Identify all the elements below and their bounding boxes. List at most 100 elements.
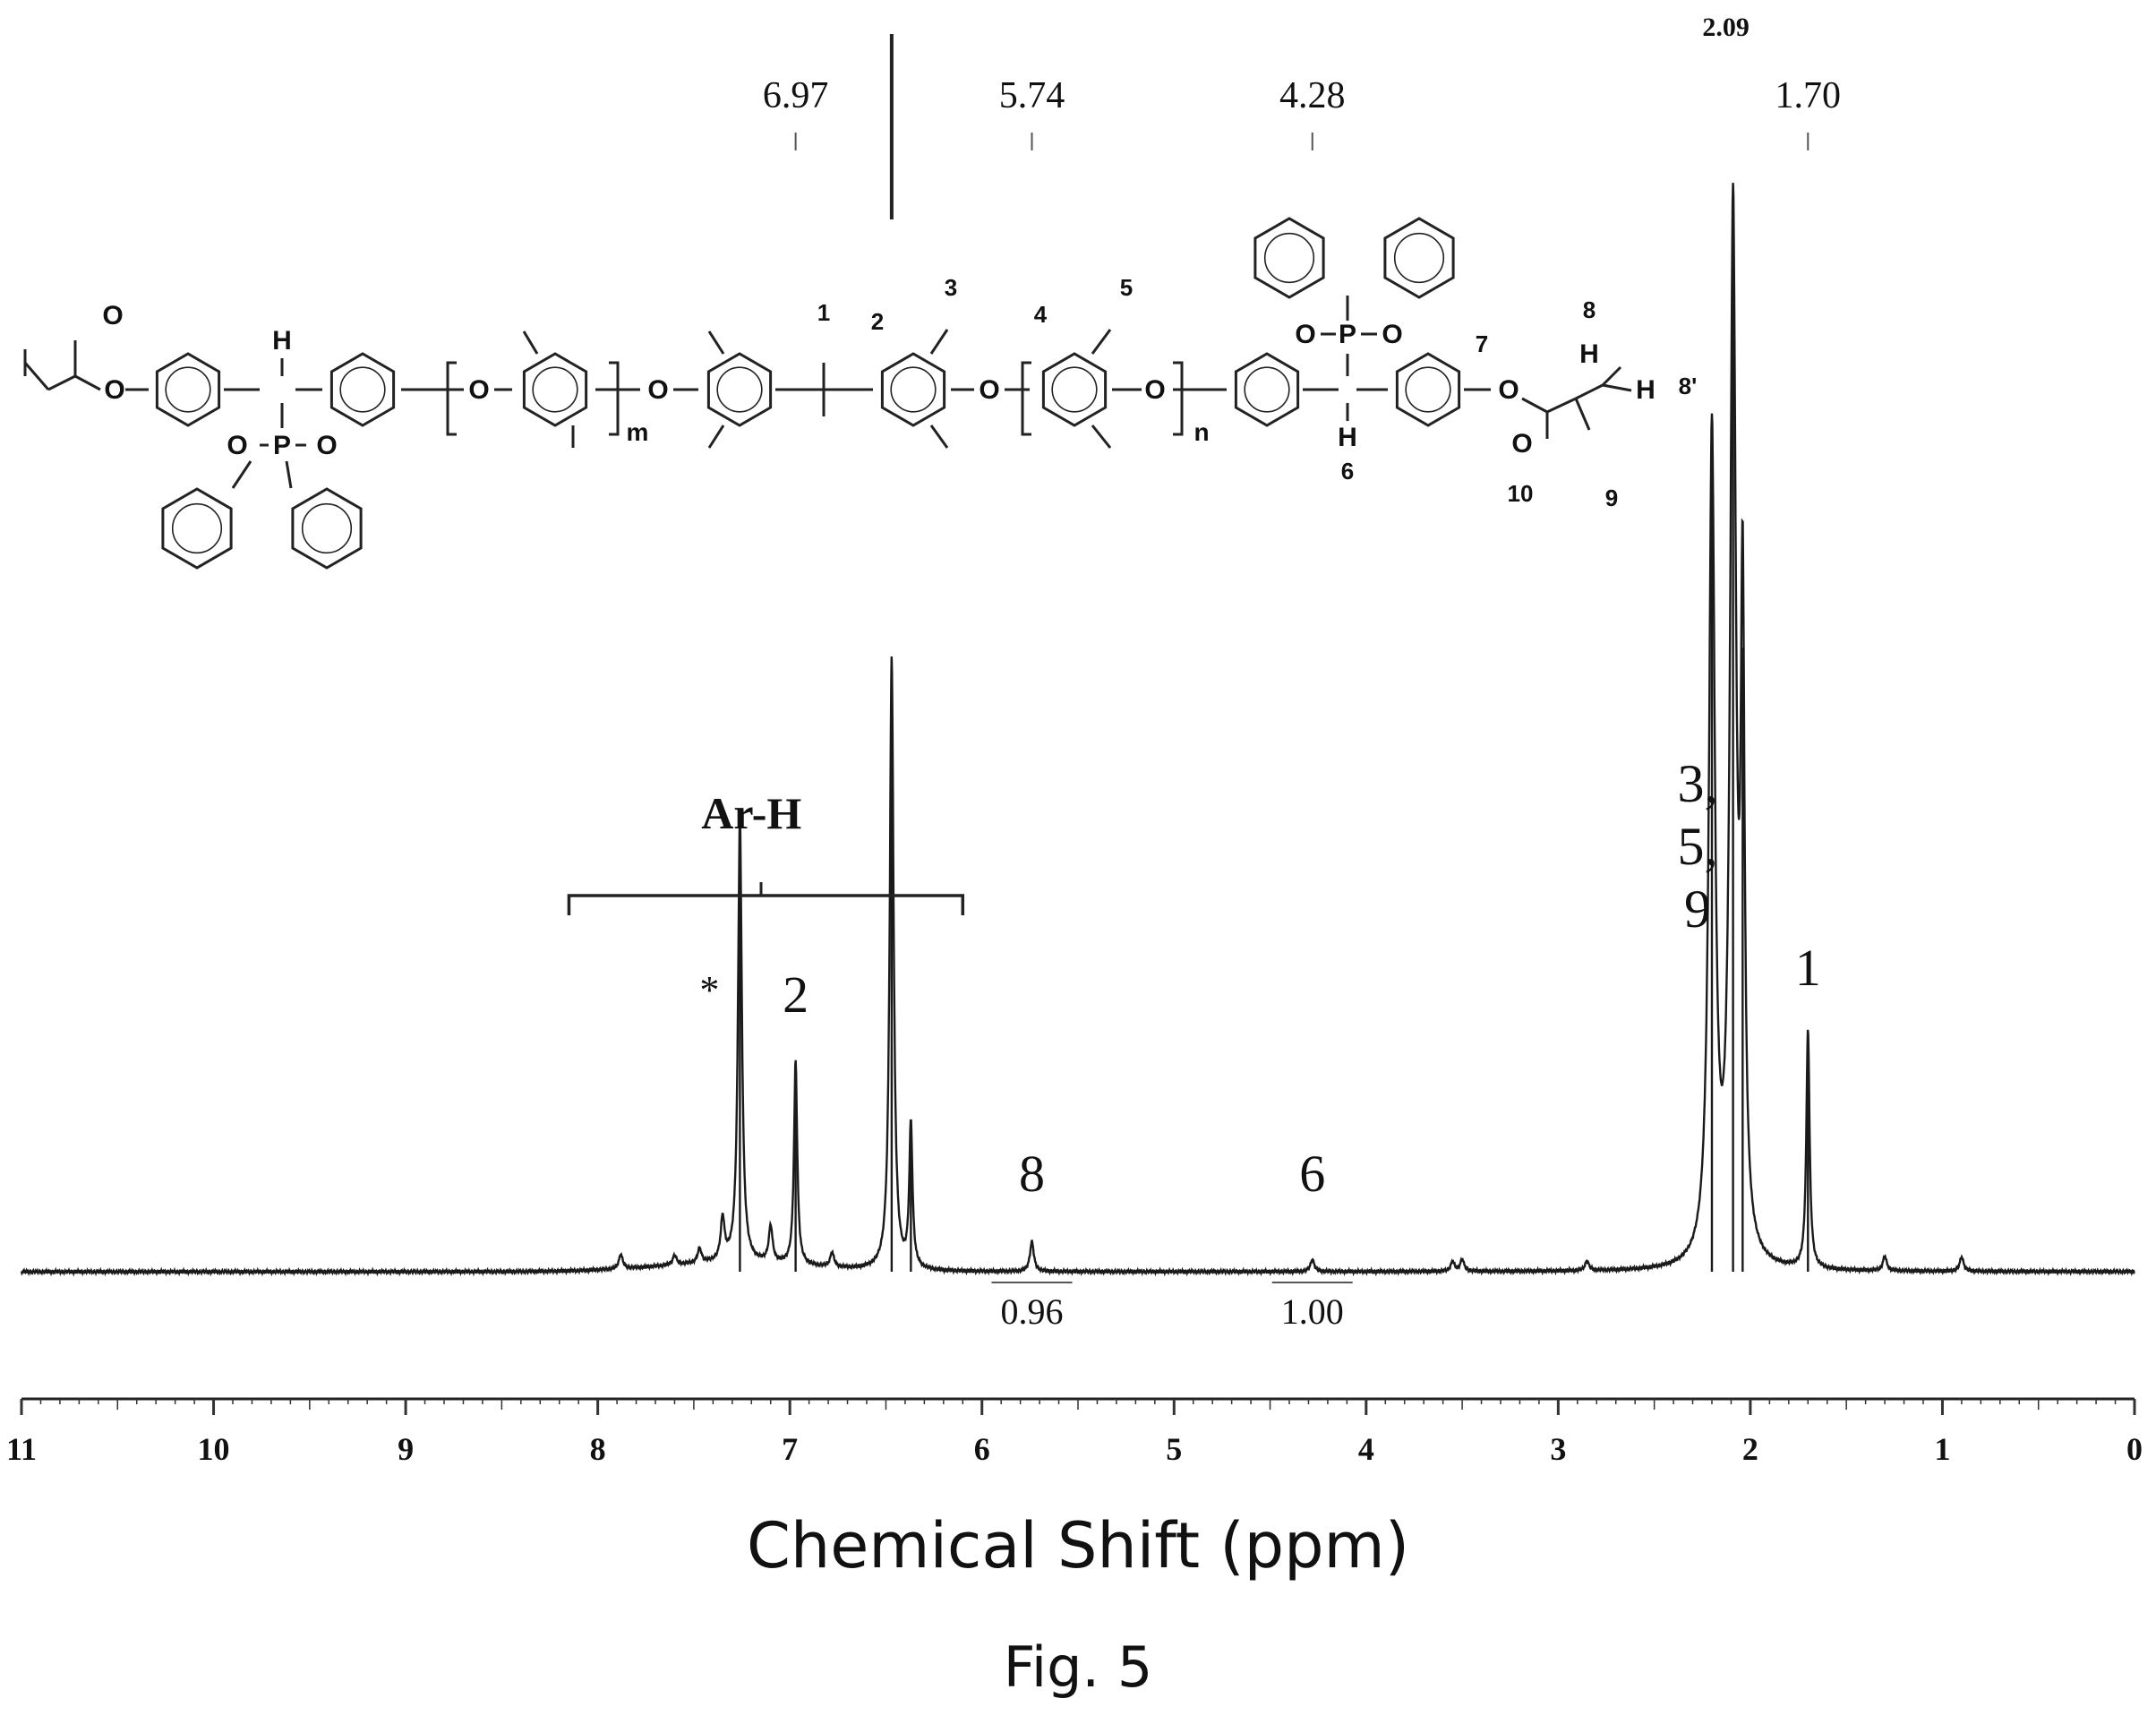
x-tick-label: 7 [782, 1431, 798, 1467]
x-tick-label: 3 [1550, 1431, 1566, 1467]
ring-inner [165, 366, 211, 413]
benzene-ring [291, 487, 363, 570]
proton-number: 1 [817, 299, 830, 326]
bond [1601, 365, 1622, 387]
region-label: Ar-H [701, 788, 801, 838]
proton-number: 2 [871, 308, 884, 335]
benzene-ring [880, 352, 946, 427]
proton-number: 3 [945, 274, 957, 301]
x-tick-label: 10 [198, 1431, 230, 1467]
atom-label: O [1511, 429, 1532, 459]
figure-caption: Fig. 5 [1003, 1634, 1153, 1700]
atom-label: O [1295, 320, 1315, 349]
x-tick-label: 1 [1934, 1431, 1950, 1467]
x-tick-label: 9 [398, 1431, 414, 1467]
integral-label: 1.00 [1281, 1291, 1344, 1332]
repeat-bracket [1021, 361, 1031, 436]
bond [1521, 397, 1548, 414]
bond [1091, 425, 1112, 449]
proton-number: 7 [1476, 330, 1488, 357]
atom-label: O [468, 375, 489, 405]
bond [707, 330, 725, 355]
atom-label: O [1498, 375, 1519, 405]
ring-inner [716, 366, 763, 413]
peak-assignment: 1 [1795, 939, 1821, 997]
proton-number: 8 [1583, 296, 1596, 323]
atom-label: O [104, 375, 124, 405]
benzene-ring [1253, 217, 1325, 299]
benzene-ring [161, 487, 233, 570]
x-tick-label: 5 [1166, 1431, 1182, 1467]
ring-inner [890, 366, 937, 413]
region-bracket [567, 894, 965, 915]
proton-number: 10 [1508, 480, 1534, 507]
proton-number: 8' [1679, 373, 1698, 399]
ring-inner [171, 502, 223, 554]
x-tick-label: 11 [6, 1431, 37, 1467]
peak-pick-label: 4.28 [1279, 75, 1346, 116]
atom-label: O [1144, 375, 1165, 405]
atom-label: O [1382, 320, 1402, 349]
peak-pick-label: 5.74 [999, 75, 1065, 116]
ring-inner [532, 366, 578, 413]
repeat-subscript: m [627, 418, 649, 446]
bond [1091, 329, 1112, 355]
x-tick-label: 2 [1742, 1431, 1758, 1467]
atom-label: P [273, 431, 291, 460]
benzene-ring [329, 352, 396, 427]
bond [707, 425, 725, 449]
repeat-bracket [609, 361, 620, 436]
ring-inner [1244, 366, 1290, 413]
bond [1546, 397, 1577, 414]
bond [23, 362, 50, 390]
bond [231, 460, 252, 489]
spectrum-layer [20, 183, 2135, 1277]
annotation-layer: 6.97 5.74 4.282.091.700.96 1.00* 28 63,5,91Ar… [567, 13, 1842, 1332]
proton-number: 5 [1120, 274, 1133, 301]
atom-label: O [979, 375, 999, 405]
x-tick-label: 8 [590, 1431, 606, 1467]
integral-label: 0.96 [1001, 1291, 1064, 1332]
repeat-bracket [1173, 361, 1184, 436]
peak-assignment: 9 [1684, 879, 1711, 939]
atom-label: H [272, 326, 292, 356]
peak-assignment: 8 [1019, 1145, 1045, 1203]
peak-pick-label: 1.70 [1775, 75, 1842, 116]
peak-assignment: 2 [783, 965, 808, 1024]
bond [1575, 383, 1604, 400]
ring-inner [339, 366, 386, 413]
repeat-bracket [446, 361, 457, 436]
atom-label: O [227, 431, 247, 460]
x-tick-label: 6 [974, 1431, 990, 1467]
benzene-ring [522, 352, 588, 427]
atom-label: H [1636, 375, 1656, 405]
ring-inner [1263, 232, 1315, 284]
bond [1602, 383, 1632, 392]
spectrum-trace [20, 183, 2135, 1277]
bond [47, 374, 76, 391]
peak-pick-label: 6.97 [763, 75, 829, 116]
proton-number: 4 [1034, 301, 1048, 328]
peak-assignment: * [699, 968, 719, 1012]
x-tick-label: 0 [2126, 1431, 2143, 1467]
benzene-ring [1041, 352, 1108, 427]
bond [1574, 398, 1591, 431]
repeat-subscript: n [1194, 418, 1209, 446]
benzene-ring [155, 352, 221, 427]
proton-number: 9 [1605, 485, 1618, 511]
peak-assignment: 3, [1678, 754, 1718, 813]
bond [74, 374, 101, 391]
peak-pick-label: 2.09 [1702, 13, 1750, 42]
proton-number: 6 [1341, 458, 1354, 485]
peak-assignment: 6 [1299, 1145, 1325, 1203]
bond [929, 329, 949, 355]
ring-inner [301, 502, 353, 554]
atom-label: P [1339, 320, 1356, 349]
bond [522, 330, 539, 355]
atom-label: H [1579, 339, 1599, 369]
ring-inner [1051, 366, 1098, 413]
atom-label: O [102, 301, 123, 330]
